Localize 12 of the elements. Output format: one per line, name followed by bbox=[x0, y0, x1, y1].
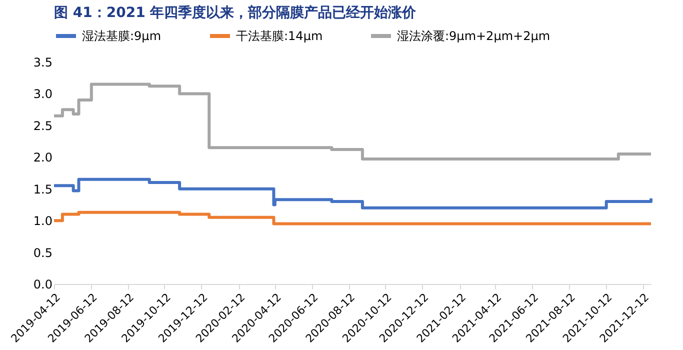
legend-label: 湿法基膜:9μm bbox=[82, 29, 162, 43]
y-tick-label: 1.0 bbox=[33, 214, 52, 228]
y-tick-label: 3.0 bbox=[33, 87, 52, 102]
chart-title: 图 41：2021 年四季度以来，部分隔膜产品已经开始涨价 bbox=[54, 4, 418, 21]
y-tick-label: 1.5 bbox=[33, 182, 52, 196]
legend-label: 干法基膜:14μm bbox=[236, 29, 323, 43]
y-tick-label: 2.0 bbox=[33, 150, 52, 165]
y-tick-label: 2.5 bbox=[33, 118, 52, 133]
y-tick-label: 3.5 bbox=[33, 56, 52, 70]
legend-label: 湿法涂覆:9μm+2μm+2μm bbox=[397, 29, 550, 43]
y-tick-label: 0.0 bbox=[33, 278, 52, 292]
y-tick-label: 0.5 bbox=[33, 246, 52, 260]
